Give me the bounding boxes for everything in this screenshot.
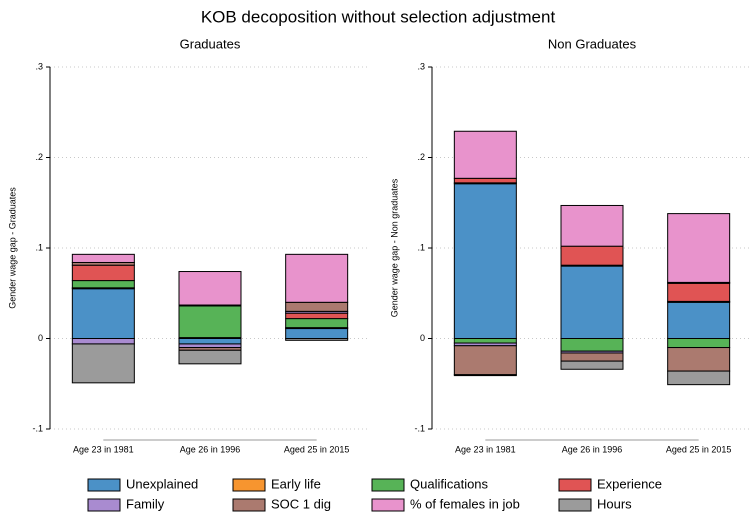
bar-segment	[178, 271, 242, 306]
y-tick-label: -.1	[32, 423, 43, 433]
bar-segment	[285, 253, 349, 303]
bar-segment	[453, 177, 517, 184]
bar-segment	[667, 370, 731, 386]
y-axis-title: Gender wage gap - Non graduates	[389, 178, 399, 317]
bar-segment	[667, 301, 731, 339]
y-tick-label: .3	[417, 61, 425, 71]
bar-segment	[178, 343, 242, 349]
bar-segment	[285, 338, 349, 341]
y-tick-label: .3	[35, 61, 43, 71]
legend-label: Family	[126, 496, 165, 511]
bar-segment	[285, 301, 349, 312]
x-tick-label: Aged 25 in 2015	[666, 444, 732, 454]
bar-segment	[667, 338, 731, 349]
y-axis-title: Gender wage gap - Graduates	[7, 187, 17, 309]
bar-segment	[71, 280, 135, 289]
bar-segment	[560, 204, 624, 247]
panel-subtitle: Non Graduates	[548, 36, 637, 51]
y-tick-label: -.1	[414, 423, 425, 433]
bar-segment	[453, 345, 517, 376]
bar-segment	[667, 347, 731, 372]
y-tick-label: 0	[38, 333, 43, 343]
panel-subtitle: Graduates	[180, 36, 241, 51]
bar-segment	[453, 374, 517, 377]
bar-segment	[667, 213, 731, 283]
legend-swatch	[558, 498, 592, 512]
bar-segment	[71, 264, 135, 282]
bar-segment	[560, 245, 624, 266]
bar-segment	[285, 328, 349, 340]
bar-segment	[178, 305, 242, 339]
bar-segment	[285, 312, 349, 320]
bar-segment	[71, 338, 135, 345]
bar-segment	[71, 343, 135, 384]
y-tick-label: .1	[35, 242, 43, 252]
bar-segment	[560, 360, 624, 370]
x-tick-label: Age 23 in 1981	[73, 444, 134, 454]
legend-label: Qualifications	[410, 476, 489, 491]
bar-segment	[178, 338, 242, 345]
bar-segment	[453, 338, 517, 344]
bar-segment	[285, 318, 349, 329]
x-tick-label: Age 26 in 1996	[180, 444, 241, 454]
x-tick-label: Age 23 in 1981	[455, 444, 516, 454]
legend-label: Unexplained	[126, 476, 198, 491]
x-tick-label: Age 26 in 1996	[562, 444, 623, 454]
x-tick-label: Aged 25 in 2015	[284, 444, 350, 454]
legend-swatch	[371, 498, 405, 512]
legend-label: % of females in job	[410, 496, 520, 511]
bar-segment	[178, 349, 242, 365]
legend-swatch	[558, 478, 592, 492]
legend-swatch	[371, 478, 405, 492]
y-tick-label: 0	[420, 333, 425, 343]
bar-segment	[560, 338, 624, 352]
bar-segment	[71, 253, 135, 263]
legend-swatch	[87, 498, 121, 512]
bar-segment	[71, 288, 135, 340]
bar-segment	[453, 183, 517, 339]
legend-swatch	[87, 478, 121, 492]
bar-segment	[560, 352, 624, 362]
bar-segment	[667, 282, 731, 302]
legend-label: Hours	[597, 496, 632, 511]
y-tick-label: .1	[417, 242, 425, 252]
legend-label: Experience	[597, 476, 662, 491]
figure-title: KOB decoposition without selection adjus…	[201, 7, 556, 26]
legend-label: Early life	[271, 476, 321, 491]
legend-swatch	[232, 498, 266, 512]
legend-swatch	[232, 478, 266, 492]
legend-label: SOC 1 dig	[271, 496, 331, 511]
y-tick-label: .2	[35, 152, 43, 162]
bar-segment	[453, 130, 517, 179]
bar-segment	[560, 265, 624, 340]
y-tick-label: .2	[417, 152, 425, 162]
